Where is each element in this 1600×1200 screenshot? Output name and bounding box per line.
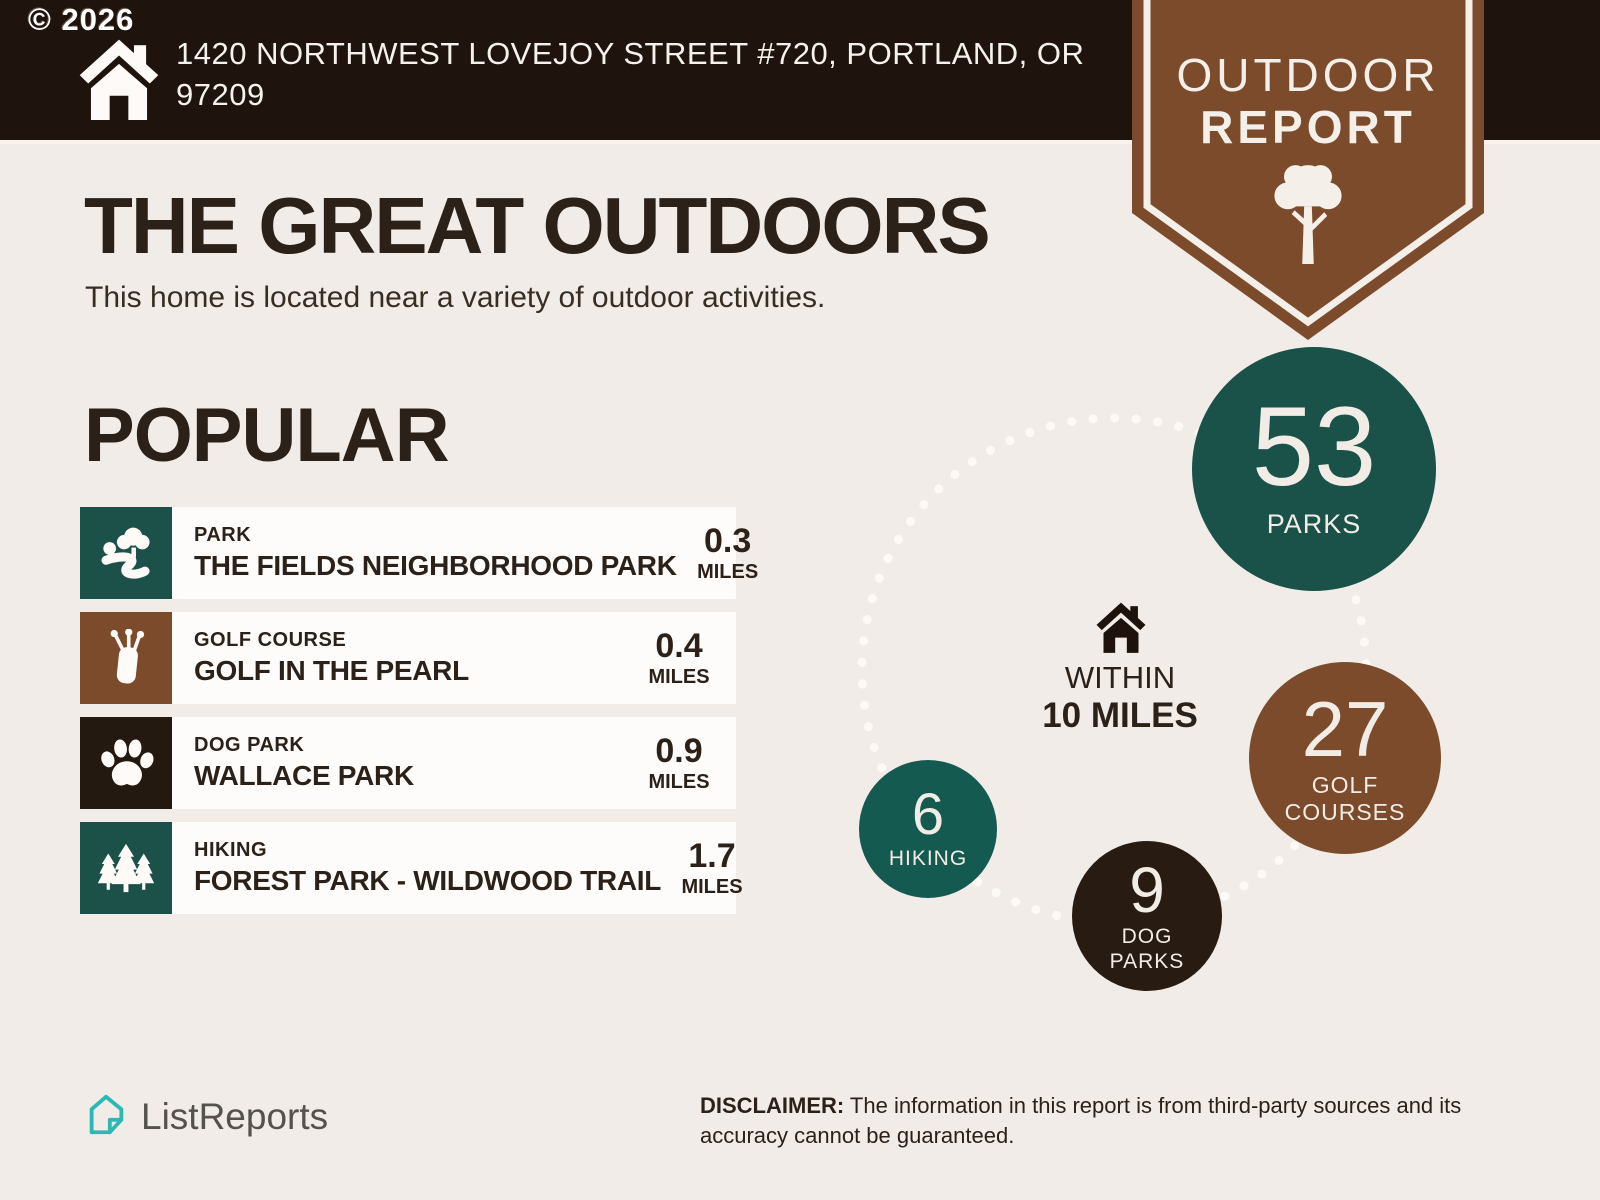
item-category: DOG PARK — [194, 734, 305, 756]
address-line-2: 97209 — [176, 76, 265, 112]
item-category: PARK — [194, 524, 252, 546]
disclaimer-label: DISCLAIMER: — [700, 1093, 845, 1118]
paw-icon — [101, 739, 154, 786]
house-icon — [1096, 602, 1146, 653]
golf-label-line-2: COURSES — [1284, 799, 1406, 825]
parks-count-bubble: 53 PARKS — [1192, 347, 1436, 591]
item-name: THE FIELDS NEIGHBORHOOD PARK — [194, 550, 677, 581]
item-category: GOLF COURSE — [194, 629, 347, 651]
park-icon — [101, 527, 150, 579]
badge-title-line-2: REPORT — [1200, 101, 1416, 153]
golf-label-line-1: GOLF — [1311, 771, 1379, 798]
hiking-count: 6 — [911, 782, 945, 848]
golf-text: GOLF COURSE GOLF IN THE PEARL — [172, 612, 628, 704]
dog-distance: 0.9 MILES — [628, 717, 736, 809]
list-item-dog-park: DOG PARK WALLACE PARK 0.9 MILES — [80, 717, 736, 809]
golf-distance: 0.4 MILES — [628, 612, 736, 704]
hiking-count-bubble: 6 HIKING — [859, 760, 997, 898]
park-text: PARK THE FIELDS NEIGHBORHOOD PARK — [172, 507, 677, 599]
within-label: WITHIN — [1064, 660, 1176, 695]
tree-icon — [1274, 165, 1342, 264]
list-item-hiking: HIKING FOREST PARK - WILDWOOD TRAIL 1.7 … — [80, 822, 743, 914]
page-title: THE GREAT OUTDOORS — [84, 181, 991, 270]
parks-label: PARKS — [1266, 509, 1362, 540]
distance-unit: MILES — [648, 771, 710, 793]
dog-text: DOG PARK WALLACE PARK — [172, 717, 628, 809]
golf-count: 27 — [1301, 684, 1389, 773]
dog-label-line-2: PARKS — [1109, 949, 1185, 973]
park-distance: 0.3 MILES — [677, 507, 785, 599]
pine-trees-icon — [97, 843, 155, 893]
listreports-brand-name: ListReports — [141, 1096, 329, 1137]
badge-title-line-1: OUTDOOR — [1176, 49, 1440, 101]
item-name: FOREST PARK - WILDWOOD TRAIL — [194, 865, 662, 896]
hiking-distance: 1.7 MILES — [661, 822, 769, 914]
hiking-label: HIKING — [888, 847, 968, 871]
disclaimer-text: DISCLAIMER: The information in this repo… — [700, 1093, 1462, 1148]
popular-list: PARK THE FIELDS NEIGHBORHOOD PARK 0.3 MI… — [80, 507, 758, 927]
distance-value: 0.9 — [655, 732, 703, 770]
distance-unit: MILES — [697, 561, 759, 583]
golf-count-bubble: 27 GOLF COURSES — [1249, 662, 1441, 854]
distance-value: 0.4 — [655, 627, 703, 665]
distance-unit: MILES — [681, 876, 743, 898]
dog-icon-box — [80, 717, 172, 809]
radius-label: 10 MILES — [1042, 696, 1198, 735]
outdoor-report-badge: OUTDOOR REPORT — [1132, 0, 1484, 342]
park-icon-box — [80, 507, 172, 599]
dog-label-line-1: DOG — [1121, 924, 1173, 948]
list-item-park: PARK THE FIELDS NEIGHBORHOOD PARK 0.3 MI… — [80, 507, 758, 599]
item-name: GOLF IN THE PEARL — [194, 655, 469, 686]
house-icon — [79, 39, 159, 120]
dog-parks-count-bubble: 9 DOG PARKS — [1072, 841, 1222, 991]
golf-bag-icon — [110, 629, 145, 684]
property-address: 1420 NORTHWEST LOVEJOY STREET #720, PORT… — [176, 34, 1106, 116]
item-category: HIKING — [194, 839, 267, 861]
listreports-logo-icon — [89, 1094, 124, 1135]
hiking-icon-box — [80, 822, 172, 914]
hiking-text: HIKING FOREST PARK - WILDWOOD TRAIL — [172, 822, 661, 914]
distance-value: 1.7 — [688, 837, 736, 875]
popular-heading: POPULAR — [84, 393, 450, 478]
address-line-1: 1420 NORTHWEST LOVEJOY STREET #720, PORT… — [176, 36, 1085, 71]
golf-icon-box — [80, 612, 172, 704]
page-subtitle: This home is located near a variety of o… — [85, 281, 826, 314]
distance-value: 0.3 — [704, 522, 752, 560]
copyright-watermark: © 2026 — [28, 2, 135, 37]
list-item-golf-course: GOLF COURSE GOLF IN THE PEARL 0.4 MILES — [80, 612, 736, 704]
parks-count: 53 — [1251, 384, 1377, 510]
dog-parks-count: 9 — [1129, 853, 1165, 926]
distance-unit: MILES — [648, 666, 710, 688]
item-name: WALLACE PARK — [194, 760, 414, 791]
